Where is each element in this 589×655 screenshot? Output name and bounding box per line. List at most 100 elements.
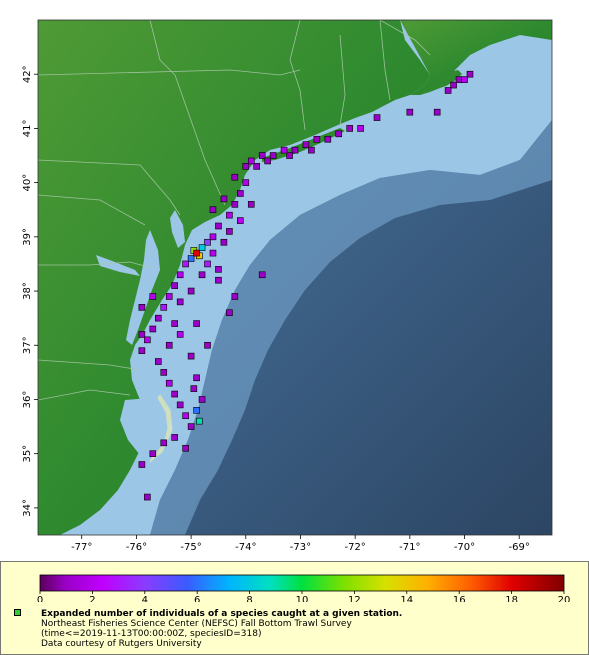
colorbar-tick-label: 6 (194, 595, 200, 602)
station-marker (357, 125, 364, 132)
lon-tick-label: -72° (344, 542, 365, 553)
station-marker (215, 266, 222, 273)
station-marker (291, 146, 299, 154)
colorbar-tick-label: 4 (142, 595, 148, 602)
station-marker (215, 222, 222, 230)
chesapeake-bay (126, 230, 160, 345)
longitude-axis: -77° -76° -75° -74° -73° -72° -71° -70° -69° (71, 535, 530, 553)
station-marker (220, 238, 228, 246)
station-marker (193, 249, 200, 257)
station-marker (346, 125, 353, 132)
station-marker (209, 233, 217, 241)
lon-tick-label: -74° (235, 542, 256, 553)
station-marker (226, 228, 233, 235)
lon-tick-label: -76° (126, 542, 147, 553)
lon-tick-label: -75° (180, 542, 201, 553)
station-marker (160, 369, 168, 376)
station-marker (264, 157, 271, 165)
lon-tick-label: -77° (71, 542, 92, 553)
station-marker (176, 271, 184, 279)
station-marker (302, 141, 310, 148)
station-marker (226, 309, 233, 317)
lon-tick-label: -73° (290, 542, 311, 553)
station-marker (187, 287, 195, 295)
lat-tick-label: 40° (22, 174, 33, 192)
station-marker (149, 450, 157, 457)
station-marker (444, 87, 452, 94)
station-marker (187, 255, 195, 262)
station-marker (176, 298, 184, 306)
station-marker (237, 217, 244, 224)
station-marker (286, 152, 293, 159)
station-marker (138, 331, 146, 338)
station-marker (455, 76, 463, 83)
station-marker (242, 163, 250, 170)
station-marker (149, 325, 157, 333)
station-marker (182, 412, 189, 420)
legend-credit: Data courtesy of Rutgers University (41, 639, 202, 649)
legend-query: (time<=2019-11-13T00:00:00Z, speciesID=3… (41, 629, 262, 639)
station-marker (149, 293, 157, 300)
station-marker (204, 238, 211, 246)
map-frame: -77° -76° -75° -74° -73° -72° -71° -70° -69° 34°… (22, 19, 553, 553)
lat-tick-label: 41° (22, 120, 33, 138)
station-marker (433, 108, 441, 116)
station-marker (226, 211, 233, 219)
station-marker (182, 444, 189, 452)
station-marker (466, 70, 474, 78)
legend-title: Expanded number of individuals of a spec… (41, 609, 403, 619)
station-marker (165, 341, 173, 349)
station-marker (313, 135, 321, 143)
station-marker (138, 461, 146, 468)
outer-banks (149, 394, 173, 463)
station-marker (335, 130, 343, 138)
station-marker (280, 146, 288, 154)
station-marker (237, 190, 244, 197)
station-marker (324, 135, 332, 143)
colorbar-tick-label: 0 (37, 595, 43, 602)
delaware-bay (170, 210, 185, 248)
station-marker (171, 282, 179, 289)
colorbar-tick-label: 12 (348, 595, 361, 602)
shelf-slope (150, 120, 552, 535)
map-border (37, 19, 553, 536)
station-markers (138, 70, 474, 501)
station-marker (160, 304, 168, 311)
colorbar-tick-label: 16 (453, 595, 466, 602)
station-marker (373, 114, 381, 121)
colorbar-tick-label: 14 (400, 595, 413, 602)
station-marker (190, 385, 198, 392)
station-marker (138, 304, 146, 311)
station-marker (258, 152, 266, 159)
station-marker (269, 152, 277, 159)
station-marker (450, 81, 457, 89)
lat-tick-label: 37° (22, 336, 33, 354)
station-marker (220, 195, 228, 203)
station-marker (196, 417, 203, 425)
station-marker (247, 201, 255, 208)
station-marker (187, 423, 195, 430)
colorbar-tick-label: 10 (296, 595, 309, 602)
lon-tick-label: -69° (509, 542, 530, 553)
lat-tick-label: 34° (22, 499, 33, 517)
station-marker (193, 320, 200, 327)
cape-cod (438, 70, 462, 88)
lat-tick-label: 38° (22, 282, 33, 300)
station-marker (193, 407, 200, 414)
station-marker (154, 358, 162, 365)
colorbar-tick-label: 18 (505, 595, 518, 602)
legend-panel: 0 2 4 6 8 10 12 14 16 18 20 Expanded number of ind… (0, 561, 589, 655)
station-marker (198, 244, 206, 251)
legend-marker-icon (14, 609, 21, 616)
pamlico-sound (120, 398, 168, 455)
station-marker (182, 260, 189, 268)
station-marker (247, 157, 255, 165)
lat-tick-label: 39° (22, 228, 33, 246)
colorbar-gradient (39, 574, 565, 592)
station-marker (406, 108, 414, 116)
lat-tick-label: 36° (22, 391, 33, 409)
station-marker (242, 179, 250, 186)
station-marker (198, 271, 206, 279)
station-marker (154, 314, 162, 322)
station-marker (258, 271, 266, 279)
